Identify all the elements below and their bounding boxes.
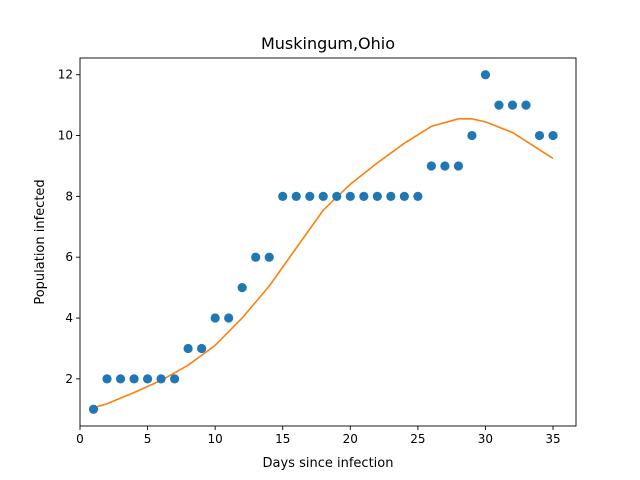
- x-tick-label: 25: [410, 432, 425, 446]
- data-point: [305, 191, 315, 201]
- data-point: [142, 374, 153, 384]
- data-point: [521, 100, 531, 110]
- data-point: [170, 374, 180, 384]
- x-tick-label: 5: [144, 432, 152, 446]
- x-tick-label: 35: [545, 432, 560, 446]
- data-point: [291, 191, 301, 201]
- data-point: [156, 374, 166, 384]
- data-point: [467, 130, 477, 141]
- data-point: [548, 130, 558, 141]
- y-tick-label: 8: [65, 189, 73, 203]
- data-point: [210, 313, 220, 323]
- data-point: [413, 191, 423, 201]
- x-axis-label: Days since infection: [263, 456, 394, 471]
- y-tick-label: 4: [65, 311, 73, 325]
- data-point: [264, 252, 274, 262]
- y-tick-label: 6: [65, 250, 73, 264]
- x-tick-label: 0: [76, 432, 84, 446]
- data-point: [278, 191, 288, 201]
- x-tick-label: 15: [275, 432, 290, 446]
- data-point: [386, 191, 396, 201]
- plot-area: [88, 70, 558, 414]
- y-axis-label: Population infected: [33, 179, 48, 304]
- data-point: [534, 130, 545, 141]
- data-point: [224, 313, 234, 323]
- data-point: [359, 191, 369, 201]
- data-point: [88, 404, 99, 414]
- y-tick-label: 12: [58, 68, 73, 82]
- data-point: [197, 343, 207, 354]
- plot-frame: [79, 57, 577, 427]
- data-point: [237, 283, 247, 293]
- data-point: [507, 100, 518, 110]
- data-point: [129, 374, 139, 384]
- data-point: [494, 100, 504, 110]
- chart-title: Muskingum,Ohio: [261, 34, 395, 53]
- data-point: [372, 191, 382, 201]
- data-point: [480, 70, 491, 80]
- data-point: [453, 161, 464, 171]
- data-point: [345, 191, 355, 201]
- y-tick-label: 10: [58, 129, 73, 143]
- data-point: [251, 252, 261, 262]
- x-tick-label: 20: [343, 432, 358, 446]
- data-point: [399, 191, 409, 201]
- y-tick-label: 2: [65, 372, 73, 386]
- data-point: [440, 161, 450, 171]
- x-tick-label: 10: [208, 432, 223, 446]
- data-point: [332, 191, 342, 201]
- axes: 0 5 10 15 20 25 30 35 2 4 6 8 10 12: [58, 57, 577, 446]
- x-tick-label: 30: [478, 432, 493, 446]
- data-point: [102, 374, 112, 384]
- data-point: [426, 161, 436, 171]
- data-point: [115, 374, 126, 384]
- data-point: [318, 191, 328, 201]
- data-point: [183, 343, 193, 354]
